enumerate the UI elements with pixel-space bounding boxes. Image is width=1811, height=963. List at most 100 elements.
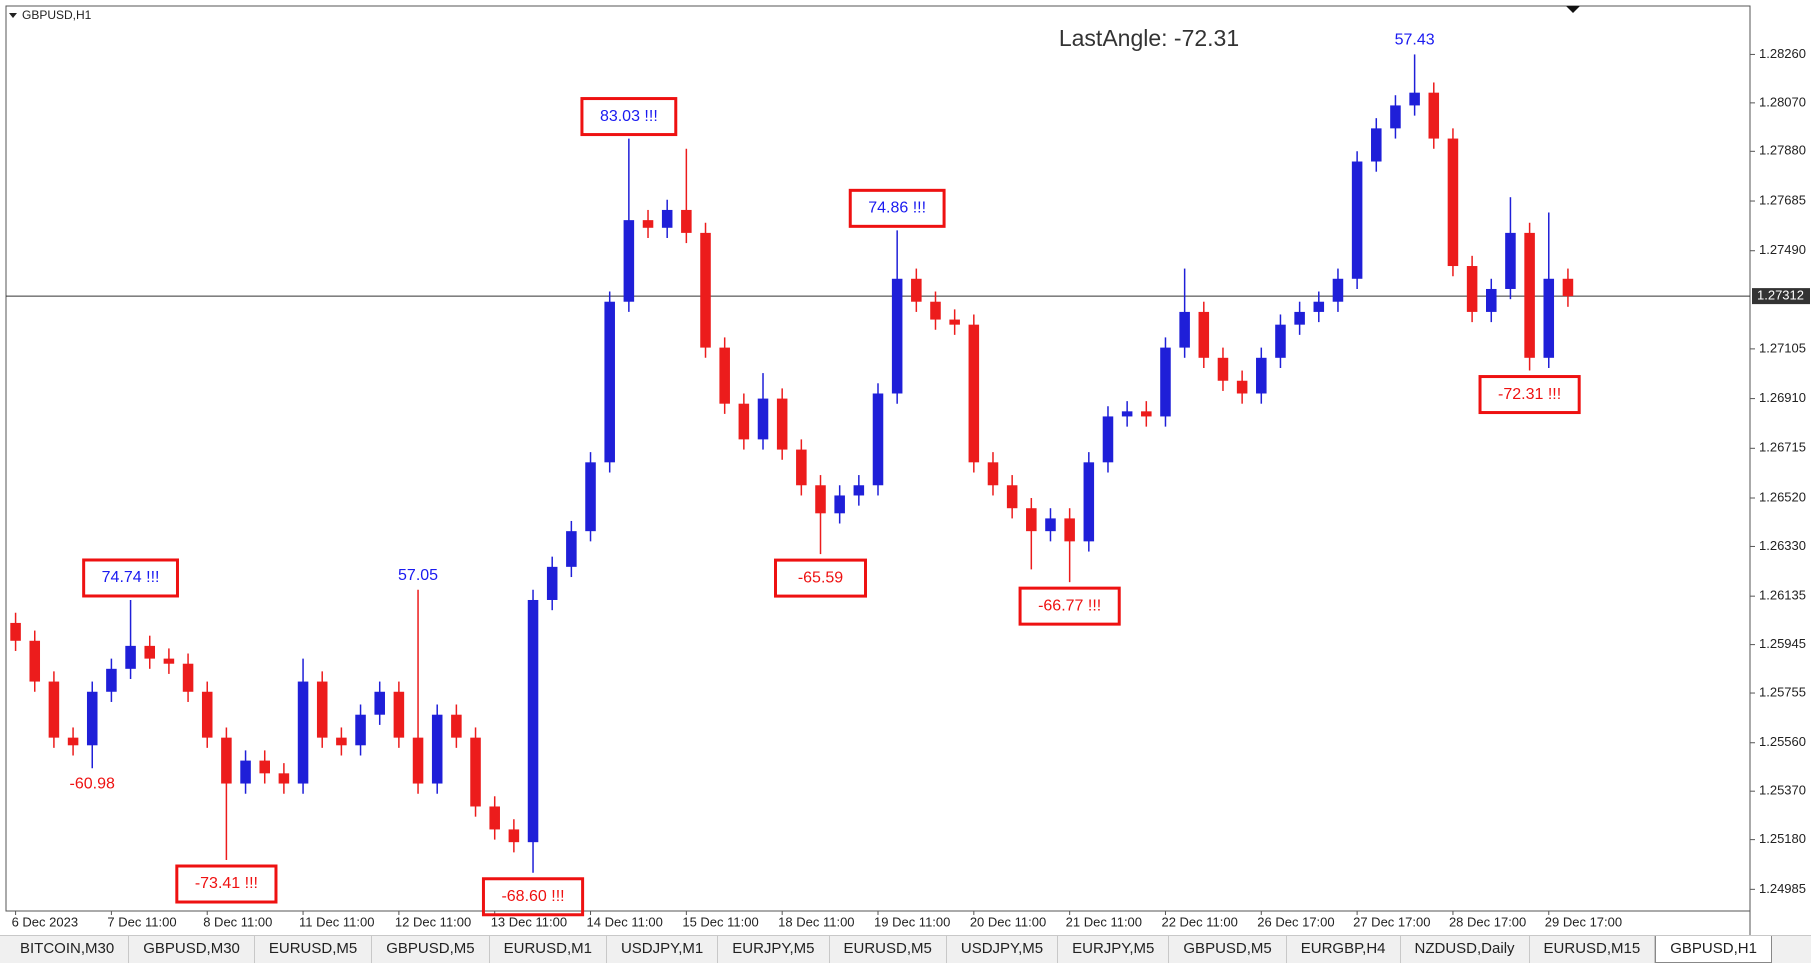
y-tick-label: 1.26910 [1759,390,1806,405]
angle-annotation: 74.74 !!! [82,558,179,598]
y-tick-label: 1.25180 [1759,831,1806,846]
chart: GBPUSD,H1 LastAngle: -72.31 1.28260 1.280… [5,5,1810,935]
candle-body [566,531,577,567]
x-tick-label: 13 Dec 11:00 [491,914,567,929]
y-tick-label: 1.26330 [1759,538,1806,553]
annotation-text: 57.05 [398,567,438,584]
y-tick-label: 1.25370 [1759,783,1806,798]
y-tick-label: 1.25755 [1759,684,1806,699]
candle-body [1102,416,1114,463]
chart-tab[interactable]: USDJPY,M1 [607,936,719,963]
candle-body [623,220,635,302]
candle-body [987,462,999,486]
chart-tab[interactable]: EURUSD,M5 [255,936,373,963]
candle-body [604,301,615,463]
candle-body [221,737,232,784]
chart-tab[interactable]: GBPUSD,M30 [129,936,255,963]
candle-body [508,829,520,843]
chart-tab[interactable]: GBPUSD,H1 [1655,936,1772,963]
candle-body [431,714,443,784]
candle-body [201,691,213,738]
angle-annotation: -68.60 !!! [481,877,585,917]
candle-body [834,495,845,514]
candle-body [853,485,865,496]
y-tick-label: 1.26520 [1759,489,1806,504]
annotation-box [175,864,278,904]
candle-body [10,622,21,641]
candle-body [872,393,884,486]
annotation-text: 74.74 !!! [102,569,160,586]
candle-body [144,645,156,659]
candle-body [949,319,960,325]
candle-body [738,403,750,440]
annotation-text: -66.77 !!! [1038,597,1101,614]
candle-body [642,220,654,228]
x-tick-label: 14 Dec 11:00 [587,914,663,929]
y-tick-label: 1.27105 [1759,340,1806,355]
candle-body [1198,311,1210,358]
chart-tab[interactable]: BITCOIN,M30 [6,936,130,963]
candle-body [681,209,692,233]
angle-annotation: -60.98 [70,775,115,792]
annotation-box [848,188,946,228]
candle-body [1294,311,1305,325]
x-tick-label: 8 Dec 11:00 [203,914,272,929]
angle-annotation: -65.59 [774,558,868,598]
candle-body [1332,278,1344,302]
chart-tab[interactable]: EURUSD,M5 [830,936,947,963]
chart-tab[interactable]: EURJPY,M5 [1058,936,1170,963]
candle-body [297,681,309,784]
y-tick-label: 1.25945 [1759,636,1806,651]
candle-body [1505,232,1516,289]
candle-body [1562,278,1574,297]
candle-body [1121,411,1133,417]
candle-body [1466,266,1478,312]
angle-annotation: 74.86 !!! [848,188,946,228]
candle-body [1236,380,1248,394]
x-tick-label: 7 Dec 11:00 [107,914,176,929]
candle-body [930,301,941,320]
candle-body [86,691,98,746]
y-tick-label: 1.26715 [1759,440,1806,455]
candle-body [336,737,347,746]
candle-body [1409,92,1420,106]
chart-tab[interactable]: NZDUSD,Daily [1401,936,1530,963]
annotation-text: -73.41 !!! [195,875,258,892]
candle-body [106,668,117,692]
chart-tab[interactable]: EURUSD,M1 [490,936,607,963]
candle-body [719,347,730,404]
annotation-box [774,558,868,598]
annotation-text: -60.98 [70,775,115,792]
candle-body [1524,232,1535,358]
candle-body [355,714,366,746]
y-tick-label: 1.27490 [1759,242,1806,257]
candle-body [1486,288,1497,312]
annotation-text: -68.60 !!! [501,888,564,905]
chart-tab[interactable]: EURUSD,M15 [1530,936,1656,963]
annotation-box [1478,375,1581,415]
candle-body [240,760,251,784]
candle-body [1083,462,1095,542]
chart-tab[interactable]: GBPUSD,M5 [372,936,490,963]
chart-tab[interactable]: USDJPY,M5 [947,936,1059,963]
y-tick-label: 1.27685 [1759,192,1806,207]
y-tick-label: 1.25560 [1759,734,1806,749]
x-tick-label: 28 Dec 17:00 [1449,914,1526,929]
chart-tab[interactable]: GBPUSD,M5 [1169,936,1287,963]
chart-tab[interactable]: EURJPY,M5 [718,936,830,963]
chart-title: GBPUSD,H1 [22,8,92,22]
chart-tab[interactable]: EURGBP,H4 [1287,936,1401,963]
annotation-box [481,877,585,917]
candle-body [546,566,558,600]
candle-body [776,398,788,450]
candle-body [815,485,826,514]
candle-body [278,773,290,784]
candle-body [29,640,41,682]
candle-body [1026,508,1037,532]
menu-arrow[interactable] [9,13,17,18]
x-tick-label: 29 Dec 17:00 [1545,914,1622,929]
candle-body [1390,105,1401,129]
y-tick-label: 1.28260 [1759,46,1806,61]
candle-body [259,760,270,774]
candle-body [470,737,481,807]
